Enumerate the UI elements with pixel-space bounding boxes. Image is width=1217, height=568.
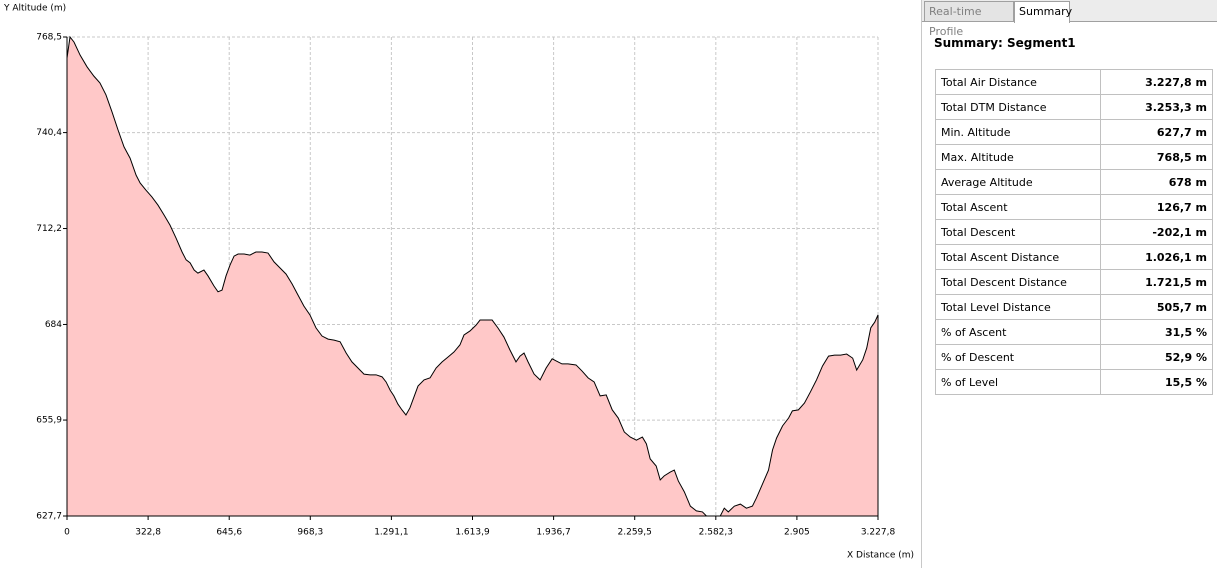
summary-key: % of Ascent	[935, 319, 1101, 345]
summary-row: Total Air Distance 3.227,8 m	[935, 69, 1213, 95]
summary-value: 3.227,8 m	[1100, 69, 1213, 95]
summary-key: % of Descent	[935, 344, 1101, 370]
tab[interactable]: Summary	[1014, 1, 1072, 23]
summary-value: 678 m	[1100, 169, 1213, 195]
summary-table: Total Air Distance 3.227,8 m Total DTM Dis…	[935, 69, 1213, 395]
summary-title: Summary: Segment1	[934, 36, 1076, 50]
area	[66, 35, 879, 517]
x-tick-label: 1.613,9	[455, 528, 490, 538]
y-tick-label: 627,7	[36, 512, 62, 522]
summary-value: 126,7 m	[1100, 194, 1213, 220]
summary-row: Total Ascent Distance 1.026,1 m	[935, 244, 1213, 270]
summary-row: Min. Altitude 627,7 m	[935, 119, 1213, 145]
summary-value: 505,7 m	[1100, 294, 1213, 320]
summary-key: Total Descent	[935, 219, 1101, 245]
y-tick-label: 684	[45, 320, 62, 330]
summary-key: Total Air Distance	[935, 69, 1101, 95]
y-axis-label: Y Altitude (m)	[3, 4, 66, 14]
x-tick-label: 2.259,5	[618, 528, 652, 538]
summary-row: Total Descent Distance 1.721,5 m	[935, 269, 1213, 295]
summary-value: 52,9 %	[1100, 344, 1213, 370]
y-tick-label: 712,2	[36, 224, 62, 234]
summary-value: 768,5 m	[1100, 144, 1213, 170]
summary-row: % of Level 15,5 %	[935, 369, 1213, 395]
x-tick-label: 2.905	[784, 528, 810, 538]
x-tick-label: 1.291,1	[374, 528, 408, 538]
tab-bar: Real-time Profile Summary	[922, 0, 1217, 38]
x-axis-label: X Distance (m)	[847, 551, 914, 561]
summary-value: -202,1 m	[1100, 219, 1213, 245]
summary-value: 15,5 %	[1100, 369, 1213, 395]
summary-key: Total Ascent Distance	[935, 244, 1101, 270]
summary-row: % of Descent 52,9 %	[935, 344, 1213, 370]
x-tick-label: 2.582,3	[699, 528, 733, 538]
y-tick-label: 768,5	[36, 33, 62, 43]
summary-row: % of Ascent 31,5 %	[935, 319, 1213, 345]
summary-value: 1.721,5 m	[1100, 269, 1213, 295]
summary-key: Total Level Distance	[935, 294, 1101, 320]
x-tick-label: 1.936,7	[536, 528, 570, 538]
summary-key: Total Ascent	[935, 194, 1101, 220]
summary-key: Total DTM Distance	[935, 94, 1101, 120]
summary-row: Total Level Distance 505,7 m	[935, 294, 1213, 320]
summary-value: 627,7 m	[1100, 119, 1213, 145]
summary-row: Total Descent -202,1 m	[935, 219, 1213, 245]
chart: Y Altitude (m) X Distance (m) 627,7 655,9…	[3, 4, 914, 561]
x-tick-label: 968,3	[297, 528, 323, 538]
summary-row: Total DTM Distance 3.253,3 m	[935, 94, 1213, 120]
y-tick-label: 655,9	[36, 416, 62, 426]
x-tick-label: 322,8	[135, 528, 161, 538]
summary-key: Total Descent Distance	[935, 269, 1101, 295]
tab[interactable]: Real-time Profile	[924, 1, 1014, 38]
summary-key: % of Level	[935, 369, 1101, 395]
summary-row: Average Altitude 678 m	[935, 169, 1213, 195]
side-panel: Real-time Profile Summary Summary: Segme…	[921, 0, 1217, 568]
summary-value: 31,5 %	[1100, 319, 1213, 345]
summary-key: Max. Altitude	[935, 144, 1101, 170]
summary-value: 1.026,1 m	[1100, 244, 1213, 270]
summary-row: Total Ascent 126,7 m	[935, 194, 1213, 220]
x-tick-label: 645,6	[216, 528, 242, 538]
summary-key: Average Altitude	[935, 169, 1101, 195]
x-tick-label: 0	[64, 528, 70, 538]
y-tick-label: 740,4	[36, 128, 62, 138]
x-tick-label: 3.227,8	[861, 528, 896, 538]
summary-row: Max. Altitude 768,5 m	[935, 144, 1213, 170]
summary-key: Min. Altitude	[935, 119, 1101, 145]
summary-value: 3.253,3 m	[1100, 94, 1213, 120]
